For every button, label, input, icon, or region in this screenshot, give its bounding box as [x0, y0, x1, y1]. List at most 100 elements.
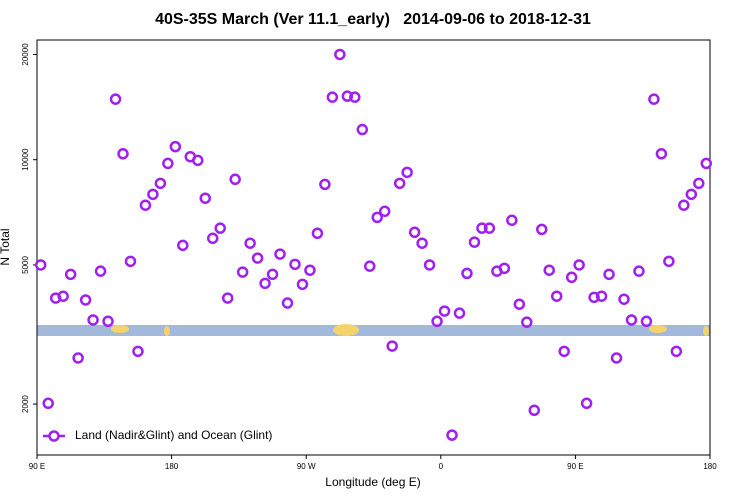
land-shape	[703, 326, 709, 336]
data-point	[326, 91, 339, 103]
data-point	[693, 177, 705, 190]
data-point	[528, 404, 541, 417]
data-point	[438, 305, 451, 317]
data-point	[319, 178, 331, 191]
data-point	[513, 298, 526, 310]
data-point	[304, 264, 316, 276]
data-point	[655, 148, 668, 160]
data-point	[147, 188, 159, 201]
data-point	[588, 291, 600, 304]
data-point	[565, 271, 578, 284]
legend-marker	[48, 430, 60, 442]
data-point	[132, 345, 144, 358]
data-point	[296, 278, 309, 291]
data-point	[393, 177, 406, 190]
data-point	[251, 252, 264, 264]
map-strip	[37, 324, 710, 336]
data-point	[229, 173, 241, 186]
data-point	[221, 292, 234, 304]
land-shape	[333, 324, 359, 336]
data-point	[461, 267, 473, 280]
data-point	[102, 315, 114, 328]
data-point	[356, 123, 369, 136]
x-tick-label: 90 E	[567, 462, 583, 471]
data-point	[42, 397, 54, 410]
data-point	[536, 223, 548, 236]
y-tick-label: 5000	[21, 255, 30, 273]
data-point	[177, 239, 189, 252]
data-point	[633, 265, 645, 277]
data-point	[349, 91, 361, 103]
x-tick-label: 180	[703, 462, 717, 471]
data-point	[154, 177, 167, 190]
data-point	[371, 211, 383, 224]
data-point	[79, 294, 92, 306]
data-point	[700, 157, 713, 170]
data-point	[408, 226, 421, 239]
data-point	[453, 307, 466, 319]
data-point	[34, 259, 47, 271]
data-point	[64, 268, 77, 281]
data-point	[94, 265, 107, 277]
data-point	[401, 166, 413, 179]
data-point	[214, 222, 226, 234]
data-point	[498, 262, 511, 275]
land-shape	[649, 325, 667, 333]
x-tick-label: 90 E	[29, 462, 45, 471]
land-shape	[164, 326, 170, 336]
data-point	[423, 259, 436, 271]
data-point	[72, 352, 84, 364]
data-point	[603, 268, 615, 281]
data-point	[334, 48, 346, 61]
data-point	[364, 260, 376, 272]
y-axis-label: N Total	[0, 228, 12, 265]
data-point	[543, 264, 555, 276]
data-point	[618, 293, 630, 305]
data-point	[311, 227, 324, 240]
data-point	[610, 352, 623, 364]
ocean-strip	[37, 325, 710, 336]
data-point	[386, 340, 398, 352]
data-point	[431, 315, 443, 328]
data-point	[663, 255, 675, 268]
data-point	[236, 266, 249, 278]
data-point	[670, 345, 683, 358]
data-point	[206, 232, 219, 245]
data-point	[648, 93, 660, 105]
x-tick-label: 180	[165, 462, 179, 471]
data-point	[483, 222, 496, 234]
data-point	[595, 290, 608, 302]
data-point	[550, 290, 563, 302]
chart-title: 40S-35S March (Ver 11.1_early) 2014-09-0…	[155, 11, 591, 28]
y-tick-label: 2000	[21, 395, 30, 413]
data-point	[341, 90, 354, 102]
data-point	[124, 255, 137, 268]
data-point	[87, 314, 99, 326]
data-point	[476, 222, 488, 234]
data-point	[521, 316, 533, 328]
data-point	[506, 214, 518, 227]
data-point	[162, 157, 174, 170]
data-point	[192, 154, 204, 167]
data-point	[139, 199, 152, 211]
data-point	[580, 397, 593, 410]
data-point	[169, 140, 182, 153]
y-tick-label: 10000	[21, 148, 30, 171]
data-point	[678, 199, 690, 211]
data-point	[109, 93, 122, 105]
data-point	[289, 258, 301, 271]
data-point	[199, 192, 211, 204]
data-point	[573, 259, 585, 271]
legend-label: Land (Nadir&Glint) and Ocean (Glint)	[75, 428, 272, 442]
data-point	[57, 290, 69, 302]
x-axis-label: Longitude (deg E)	[325, 475, 420, 489]
plot-frame	[36, 39, 711, 456]
y-tick-label: 20000	[21, 43, 30, 66]
x-tick-label: 0	[439, 462, 444, 471]
data-point	[117, 148, 129, 160]
data-point	[266, 268, 279, 281]
data-point	[625, 314, 638, 326]
data-point	[446, 429, 458, 441]
